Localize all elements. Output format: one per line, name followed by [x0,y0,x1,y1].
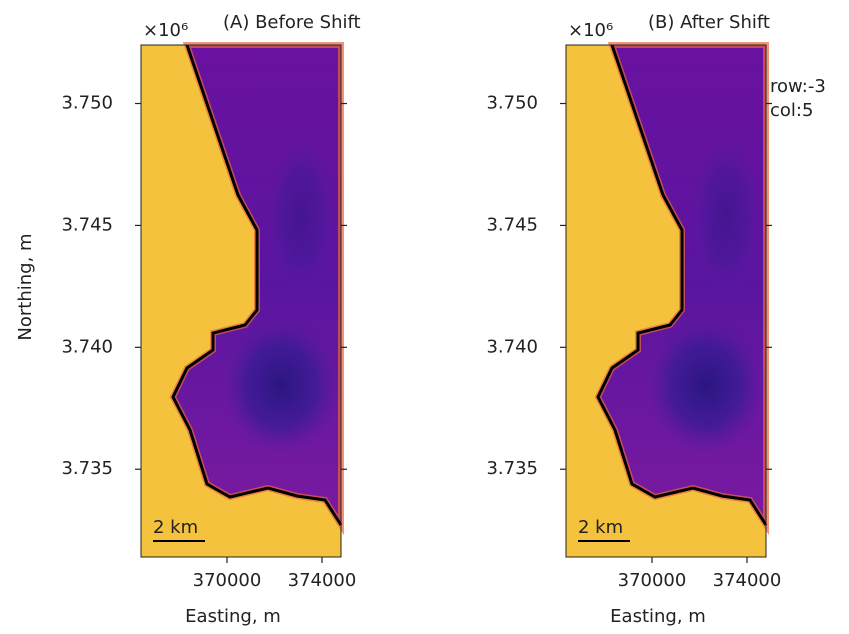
boundary-line [596,44,768,526]
y-tick-label: 3.740 [486,336,538,357]
y-tick-label: 3.750 [61,93,113,114]
y-tick-label: 3.750 [486,93,538,114]
offset-text: ×10⁶ [143,20,188,41]
axes-frame [565,44,767,558]
panel-title: (B) After Shift [648,12,770,33]
shift-annotation: col:5 [770,100,813,121]
raster-depression [266,135,336,295]
offset-text: ×10⁶ [568,20,613,41]
shift-annotation: row:-3 [770,76,826,97]
boundary-line [171,44,343,526]
x-tick-label: 374000 [713,570,782,591]
x-axis-label: Easting, m [185,606,281,627]
y-tick-label: 3.745 [61,214,113,235]
x-tick-label: 374000 [288,570,357,591]
raster-depression [691,135,761,295]
x-tick-label: 370000 [193,570,262,591]
y-tick-label: 3.745 [486,214,538,235]
axes-frame [140,44,342,558]
x-axis-label: Easting, m [610,606,706,627]
y-tick-label: 3.735 [61,458,113,479]
raster-depression [646,315,766,455]
y-tick-label: 3.735 [486,458,538,479]
raster-depression [221,315,341,455]
x-tick-label: 370000 [618,570,687,591]
y-axis-label: Northing, m [15,233,36,340]
scale-bar-label: 2 km [153,517,198,538]
y-tick-label: 3.740 [61,336,113,357]
scale-bar-label: 2 km [578,517,623,538]
panel-title: (A) Before Shift [223,12,361,33]
